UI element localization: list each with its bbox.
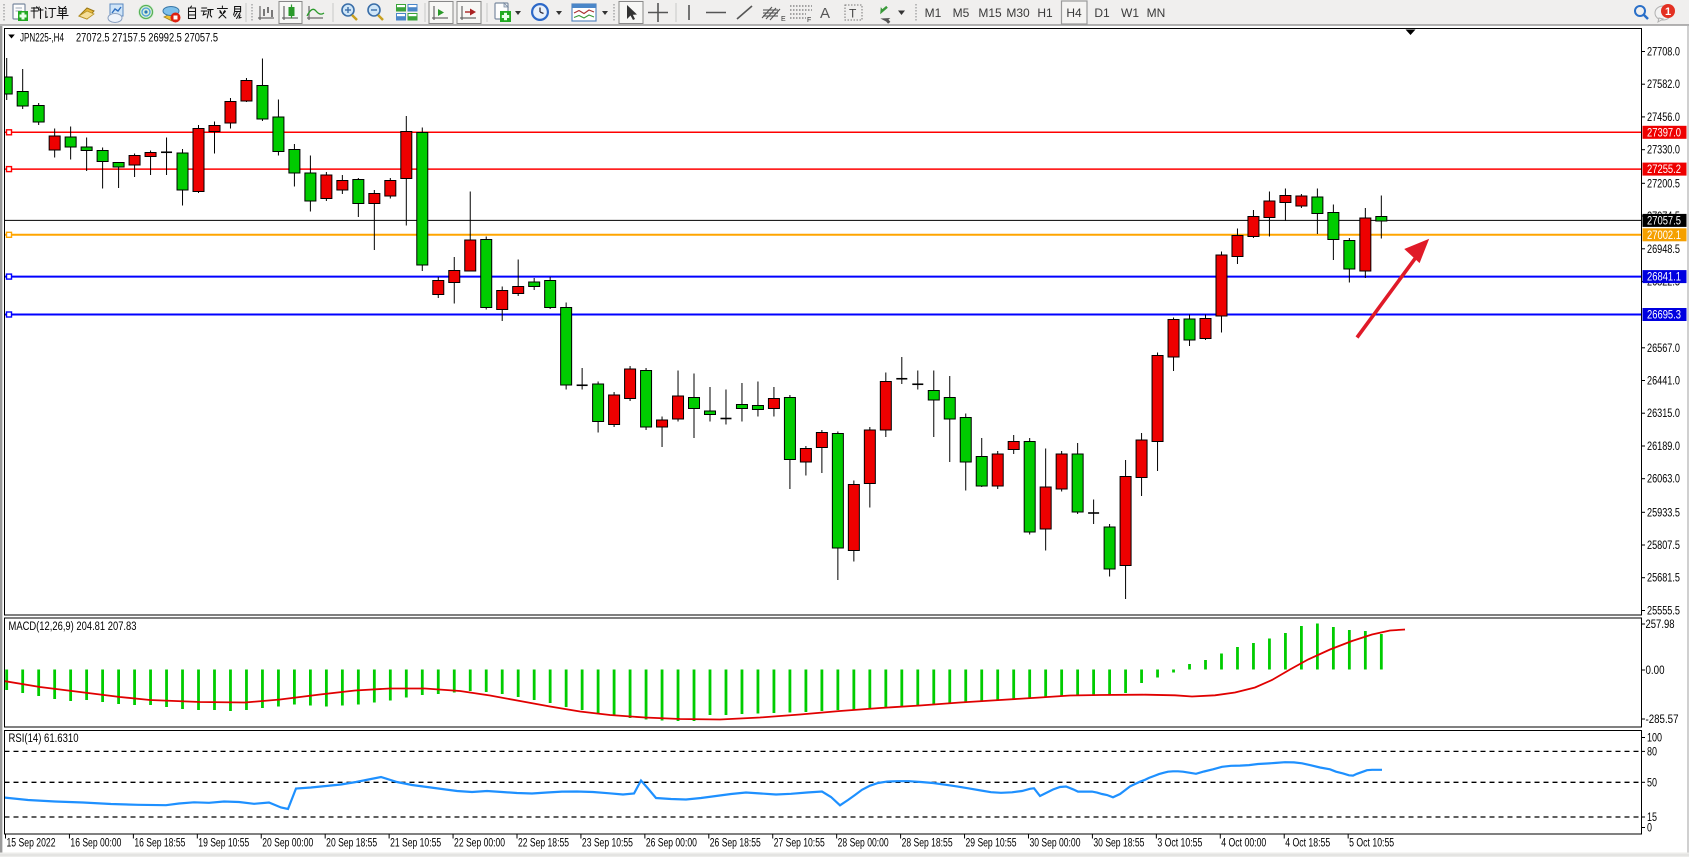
svg-text:20 Sep 18:55: 20 Sep 18:55: [326, 838, 377, 850]
svg-text:D1: D1: [1094, 6, 1110, 20]
svg-text:27330.0: 27330.0: [1647, 145, 1680, 157]
svg-text:E: E: [781, 16, 786, 23]
svg-text:27002.1: 27002.1: [1647, 230, 1681, 242]
svg-text:26 Sep 00:00: 26 Sep 00:00: [646, 838, 697, 850]
svg-text:A: A: [820, 5, 830, 22]
svg-text:27255.2: 27255.2: [1647, 164, 1681, 176]
svg-text:30 Sep 18:55: 30 Sep 18:55: [1093, 838, 1144, 850]
svg-text:27 Sep 10:55: 27 Sep 10:55: [774, 838, 825, 850]
svg-text:1: 1: [1665, 6, 1671, 18]
svg-text:25681.5: 25681.5: [1647, 573, 1680, 585]
svg-text:MN: MN: [1147, 6, 1166, 20]
svg-text:15: 15: [1647, 812, 1657, 824]
svg-text:M1: M1: [925, 6, 942, 20]
svg-text:20 Sep 00:00: 20 Sep 00:00: [262, 838, 313, 850]
svg-text:M5: M5: [953, 6, 970, 20]
svg-text:27397.0: 27397.0: [1647, 127, 1681, 139]
svg-text:0: 0: [1647, 823, 1652, 835]
svg-text:23 Sep 10:55: 23 Sep 10:55: [582, 838, 633, 850]
svg-text:21 Sep 10:55: 21 Sep 10:55: [390, 838, 441, 850]
svg-text:27708.0: 27708.0: [1647, 47, 1680, 59]
svg-text:25555.5: 25555.5: [1647, 606, 1680, 618]
svg-text:3 Oct 10:55: 3 Oct 10:55: [1157, 838, 1202, 850]
svg-text:5 Oct 10:55: 5 Oct 10:55: [1349, 838, 1394, 850]
svg-text:-285.57: -285.57: [1646, 714, 1679, 726]
svg-text:MACD(12,26,9) 204.81 207.83: MACD(12,26,9) 204.81 207.83: [9, 621, 137, 633]
svg-text:26441.0: 26441.0: [1647, 376, 1680, 388]
svg-text:4 Oct 18:55: 4 Oct 18:55: [1285, 838, 1330, 850]
svg-text:22 Sep 00:00: 22 Sep 00:00: [454, 838, 505, 850]
svg-text:M15: M15: [978, 6, 1002, 20]
svg-text:F: F: [807, 17, 811, 24]
svg-text:27582.0: 27582.0: [1647, 79, 1680, 91]
svg-text:H1: H1: [1037, 6, 1053, 20]
svg-text:W1: W1: [1121, 6, 1139, 20]
svg-text:26063.0: 26063.0: [1647, 474, 1680, 486]
svg-text:26841.1: 26841.1: [1647, 272, 1681, 284]
svg-text:RSI(14) 61.6310: RSI(14) 61.6310: [9, 733, 79, 745]
svg-text:30 Sep 00:00: 30 Sep 00:00: [1029, 838, 1080, 850]
svg-text:19 Sep 10:55: 19 Sep 10:55: [198, 838, 249, 850]
svg-text:4 Oct 00:00: 4 Oct 00:00: [1221, 838, 1266, 850]
svg-text:26 Sep 18:55: 26 Sep 18:55: [710, 838, 761, 850]
svg-text:M30: M30: [1006, 6, 1030, 20]
svg-text:22 Sep 18:55: 22 Sep 18:55: [518, 838, 569, 850]
svg-text:26567.0: 26567.0: [1647, 343, 1680, 355]
svg-text:26695.3: 26695.3: [1647, 310, 1681, 322]
svg-text:16 Sep 18:55: 16 Sep 18:55: [134, 838, 185, 850]
svg-text:25933.5: 25933.5: [1647, 507, 1680, 519]
svg-text:100: 100: [1647, 733, 1662, 745]
svg-text:H4: H4: [1066, 6, 1082, 20]
svg-text:27456.0: 27456.0: [1647, 112, 1680, 124]
svg-text:JPN225-,H4: JPN225-,H4: [20, 33, 64, 45]
svg-text:257.98: 257.98: [1646, 619, 1675, 631]
svg-text:27072.5 27157.5 26992.5 27057.: 27072.5 27157.5 26992.5 27057.5: [76, 33, 218, 45]
svg-text:27057.5: 27057.5: [1647, 215, 1681, 227]
svg-text:T: T: [849, 7, 857, 21]
svg-text:15 Sep 2022: 15 Sep 2022: [7, 838, 56, 850]
svg-text:50: 50: [1647, 777, 1657, 789]
svg-text:16 Sep 00:00: 16 Sep 00:00: [70, 838, 121, 850]
svg-text:26189.0: 26189.0: [1647, 441, 1680, 453]
svg-text:0.00: 0.00: [1646, 665, 1665, 677]
svg-text:26948.5: 26948.5: [1647, 244, 1680, 256]
svg-text:28 Sep 00:00: 28 Sep 00:00: [838, 838, 889, 850]
svg-text:27200.5: 27200.5: [1647, 178, 1680, 190]
svg-text:80: 80: [1647, 746, 1657, 758]
svg-text:26315.0: 26315.0: [1647, 408, 1680, 420]
svg-text:28 Sep 18:55: 28 Sep 18:55: [902, 838, 953, 850]
svg-text:25807.5: 25807.5: [1647, 540, 1680, 552]
svg-text:29 Sep 10:55: 29 Sep 10:55: [966, 838, 1017, 850]
